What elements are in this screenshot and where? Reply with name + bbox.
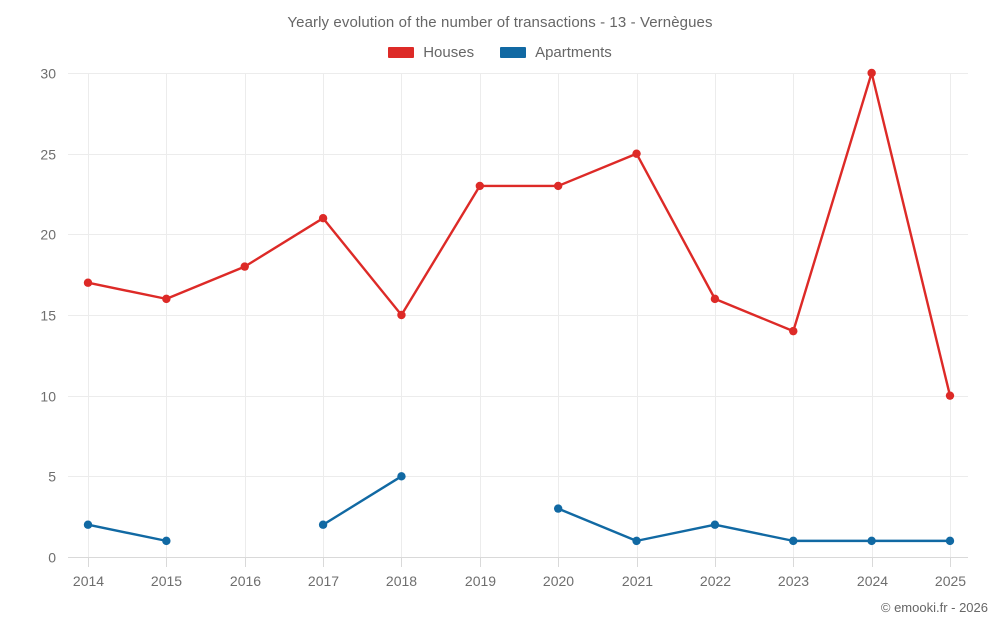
y-axis-tick-label: 20 xyxy=(40,227,56,243)
x-axis-tick-label: 2018 xyxy=(386,573,417,589)
legend-label-houses: Houses xyxy=(423,44,475,61)
y-axis-tick-label: 30 xyxy=(40,66,56,82)
legend-item-apartments[interactable]: Apartments xyxy=(500,44,612,61)
x-axis-tick-label: 2022 xyxy=(700,573,731,589)
data-point-houses-2014[interactable] xyxy=(83,278,93,287)
data-point-houses-2017[interactable] xyxy=(318,214,328,223)
x-axis-tick-label: 2021 xyxy=(622,573,653,589)
data-point-houses-2019[interactable] xyxy=(475,181,485,191)
x-axis-tick-label: 2024 xyxy=(857,573,888,589)
data-point-apartments-2014[interactable] xyxy=(83,520,93,529)
data-point-apartments-2022[interactable] xyxy=(710,520,720,529)
chart-legend: Houses Apartments xyxy=(0,44,1000,61)
x-axis-tick-label: 2014 xyxy=(73,573,104,589)
data-point-houses-2022[interactable] xyxy=(710,294,720,304)
series-line-apartments xyxy=(86,475,952,543)
y-axis-tick-label: 15 xyxy=(40,308,56,324)
y-axis-tick-label: 25 xyxy=(40,147,56,163)
data-point-apartments-2020[interactable] xyxy=(553,504,563,513)
data-point-houses-2023[interactable] xyxy=(789,326,798,336)
y-axis-tick-label: 5 xyxy=(48,469,56,485)
legend-label-apartments: Apartments xyxy=(535,44,612,61)
data-point-houses-2025[interactable] xyxy=(945,391,955,400)
data-point-houses-2016[interactable] xyxy=(240,262,249,271)
x-axis-tick-label: 2017 xyxy=(308,573,339,589)
data-point-apartments-2021[interactable] xyxy=(632,536,641,546)
x-axis-tick-label: 2019 xyxy=(465,573,496,589)
data-point-apartments-2024[interactable] xyxy=(867,536,876,546)
data-point-apartments-2015[interactable] xyxy=(162,536,171,546)
series-line-houses xyxy=(86,71,952,397)
data-point-apartments-2017[interactable] xyxy=(318,520,328,529)
y-axis-tick-label: 10 xyxy=(40,389,56,405)
x-axis-tick-label: 2016 xyxy=(230,573,261,589)
data-point-houses-2021[interactable] xyxy=(632,149,641,158)
data-point-apartments-2018[interactable] xyxy=(397,472,406,481)
data-point-houses-2018[interactable] xyxy=(397,310,406,320)
legend-item-houses[interactable]: Houses xyxy=(388,44,474,61)
legend-swatch-icon xyxy=(388,47,415,58)
legend-swatch-icon xyxy=(500,47,527,58)
x-axis-tick-label: 2015 xyxy=(151,573,182,589)
x-axis-tick-label: 2025 xyxy=(935,573,966,589)
data-point-houses-2015[interactable] xyxy=(162,294,171,304)
x-axis-tick-label: 2023 xyxy=(778,573,809,589)
data-point-houses-2024[interactable] xyxy=(867,68,876,78)
x-axis-tick-label: 2020 xyxy=(543,573,574,589)
data-point-houses-2020[interactable] xyxy=(553,181,563,191)
y-axis-tick-label: 0 xyxy=(48,550,56,566)
data-point-apartments-2025[interactable] xyxy=(945,536,955,546)
chart-title: Yearly evolution of the number of transa… xyxy=(287,14,713,31)
chart-credit: © emooki.fr - 2026 xyxy=(880,600,988,615)
data-point-apartments-2023[interactable] xyxy=(789,536,798,546)
